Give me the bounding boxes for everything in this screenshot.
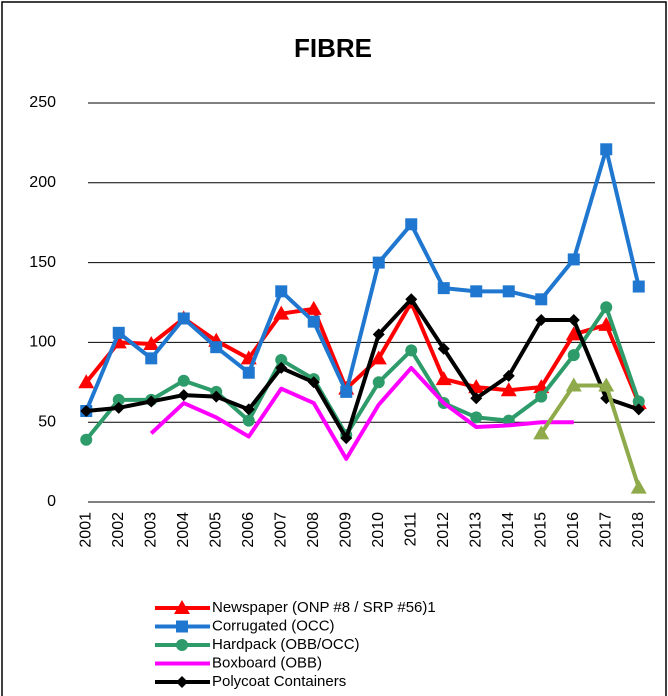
marker <box>372 376 385 389</box>
marker <box>307 315 320 328</box>
legend-label: Polycoat Containers <box>212 673 346 690</box>
marker <box>273 305 290 320</box>
marker <box>372 256 385 269</box>
x-tick-label: 2013 <box>467 512 484 548</box>
series-line <box>84 305 641 442</box>
marker <box>565 326 582 341</box>
series-line <box>149 365 574 461</box>
marker <box>307 376 320 389</box>
marker <box>340 385 353 398</box>
legend-label: Boxboard (OBB) <box>212 654 322 671</box>
x-tick-label: 2001 <box>77 512 94 548</box>
marker <box>80 433 93 446</box>
marker <box>112 326 125 339</box>
marker <box>242 366 255 379</box>
marker <box>275 353 288 366</box>
legend-label: Hardpack (OBB/OCC) <box>212 636 360 653</box>
marker <box>535 314 548 327</box>
marker <box>145 395 158 408</box>
y-tick-label: 100 <box>29 334 56 351</box>
marker <box>632 403 645 416</box>
marker <box>437 342 450 355</box>
x-tick-label: 2005 <box>207 512 224 548</box>
marker <box>502 369 515 382</box>
marker <box>435 371 452 386</box>
marker <box>340 432 353 445</box>
y-tick-label: 250 <box>29 94 56 111</box>
marker <box>600 301 613 314</box>
x-tick-label: 2009 <box>337 512 354 548</box>
y-tick-label: 200 <box>29 174 56 191</box>
marker <box>535 293 548 306</box>
x-tick-label: 2014 <box>500 512 517 548</box>
marker <box>275 361 288 374</box>
marker <box>567 253 580 266</box>
x-tick-label: 2004 <box>175 512 192 548</box>
x-tick-label: 2010 <box>370 512 387 548</box>
legend-label: Newspaper (ONP #8 / SRP #56)1 <box>212 599 436 616</box>
y-tick-label: 50 <box>38 413 56 430</box>
marker <box>112 393 125 406</box>
x-tick-label: 2018 <box>630 512 647 548</box>
marker <box>242 414 255 427</box>
x-tick-label: 2012 <box>435 512 452 548</box>
marker <box>630 479 647 494</box>
x-tick-label: 2011 <box>402 512 419 547</box>
x-tick-label: 2003 <box>142 512 159 548</box>
marker <box>632 395 645 408</box>
marker <box>567 314 580 327</box>
marker <box>632 280 645 293</box>
marker <box>470 285 483 298</box>
x-tick-label: 2017 <box>597 512 614 548</box>
marker <box>78 374 95 389</box>
x-tick-label: 2016 <box>565 512 582 548</box>
marker <box>598 316 615 331</box>
marker <box>112 401 125 414</box>
series-line <box>539 383 641 489</box>
marker <box>370 350 387 365</box>
x-tick-label: 2015 <box>532 512 549 548</box>
marker <box>210 390 223 403</box>
y-tick-label: 0 <box>47 493 56 510</box>
marker <box>305 300 322 315</box>
marker <box>372 328 385 341</box>
marker <box>176 639 188 651</box>
x-tick-label: 2008 <box>305 512 322 548</box>
legend-label: Corrugated (OCC) <box>212 617 335 634</box>
marker <box>176 676 188 688</box>
marker <box>405 293 418 306</box>
marker <box>143 335 160 350</box>
marker <box>174 600 190 614</box>
marker <box>242 403 255 416</box>
marker <box>275 285 288 298</box>
marker <box>145 352 158 365</box>
marker <box>600 143 613 156</box>
marker <box>177 312 190 325</box>
marker <box>470 411 483 424</box>
marker <box>535 390 548 403</box>
series-line <box>84 147 641 412</box>
chart-title: FIBRE <box>294 33 372 63</box>
marker <box>533 425 550 440</box>
marker <box>176 620 188 633</box>
marker <box>437 282 450 295</box>
marker <box>502 285 515 298</box>
marker <box>80 405 93 418</box>
marker <box>177 389 190 402</box>
x-tick-label: 2007 <box>272 512 289 548</box>
marker <box>598 377 615 392</box>
marker <box>470 392 483 405</box>
marker <box>405 218 418 231</box>
marker <box>177 374 190 387</box>
marker <box>565 377 582 392</box>
marker <box>500 382 517 397</box>
marker <box>567 349 580 362</box>
x-tick-label: 2006 <box>240 512 257 548</box>
marker <box>405 344 418 357</box>
x-tick-label: 2002 <box>110 512 127 548</box>
marker <box>210 341 223 354</box>
y-tick-label: 150 <box>29 254 56 271</box>
